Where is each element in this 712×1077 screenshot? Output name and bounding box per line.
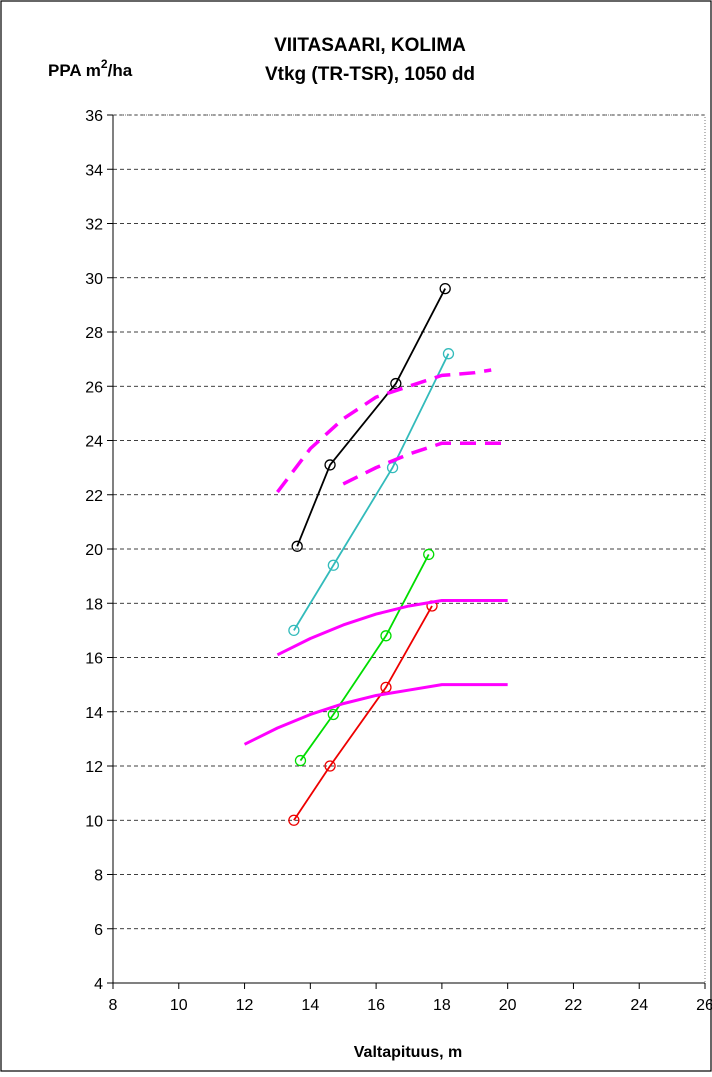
y-tick-label: 24 — [85, 434, 103, 451]
x-tick-label: 16 — [367, 997, 385, 1014]
x-tick-label: 18 — [433, 997, 451, 1014]
y-tick-label: 28 — [85, 325, 103, 342]
y-tick-label: 4 — [94, 976, 103, 993]
x-tick-label: 14 — [301, 997, 319, 1014]
y-tick-label: 16 — [85, 651, 103, 668]
x-tick-label: 26 — [696, 997, 712, 1014]
y-tick-label: 18 — [85, 596, 103, 613]
y-tick-label: 8 — [94, 868, 103, 885]
y-tick-label: 10 — [85, 813, 103, 830]
y-tick-label: 26 — [85, 379, 103, 396]
x-tick-label: 20 — [499, 997, 517, 1014]
chart-title-line1: VIITASAARI, KOLIMA — [274, 35, 466, 56]
x-axis-label: Valtapituus, m — [354, 1044, 462, 1061]
y-tick-label: 20 — [85, 542, 103, 559]
x-tick-label: 10 — [170, 997, 188, 1014]
y-tick-label: 34 — [85, 162, 103, 179]
y-axis-label: PPA m2/ha — [48, 57, 133, 80]
y-tick-label: 22 — [85, 488, 103, 505]
y-tick-label: 6 — [94, 922, 103, 939]
y-axis-label-suffix: /ha — [108, 61, 133, 80]
y-axis-label-main: PPA m — [48, 61, 101, 80]
x-tick-label: 12 — [236, 997, 254, 1014]
x-tick-label: 8 — [109, 997, 118, 1014]
x-tick-label: 22 — [565, 997, 583, 1014]
y-tick-label: 14 — [85, 705, 103, 722]
chart-title-line2: Vtkg (TR-TSR), 1050 dd — [265, 64, 475, 85]
y-tick-label: 12 — [85, 759, 103, 776]
y-tick-label: 36 — [85, 108, 103, 125]
y-tick-label: 32 — [85, 217, 103, 234]
y-tick-label: 30 — [85, 271, 103, 288]
x-tick-label: 24 — [630, 997, 648, 1014]
